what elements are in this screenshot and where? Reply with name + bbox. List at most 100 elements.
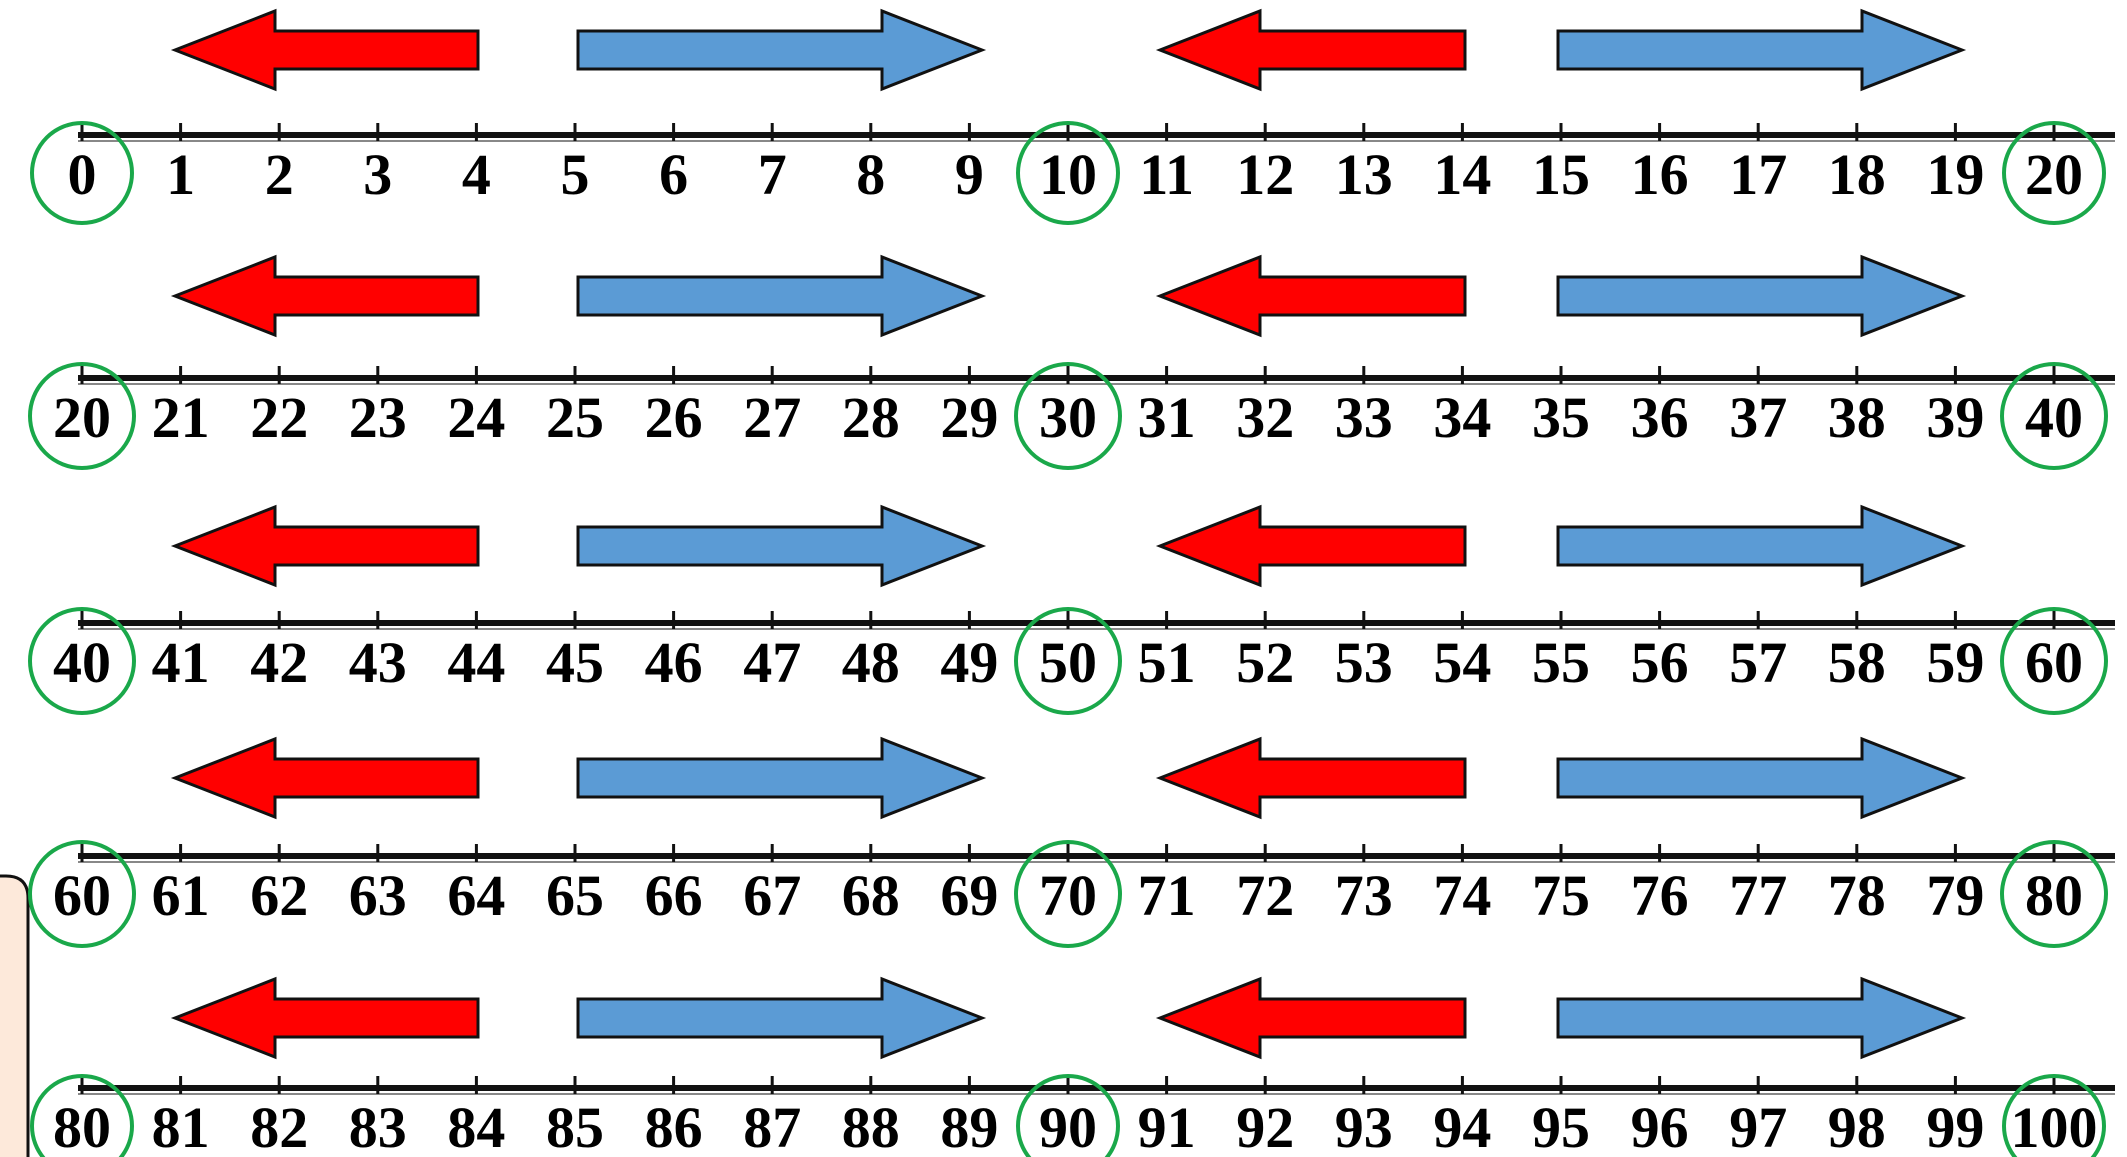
tick-label: 28 — [842, 385, 900, 450]
tick-label: 40 — [53, 630, 111, 695]
tick-label: 27 — [743, 385, 801, 450]
highlight-circle — [2002, 121, 2106, 225]
highlight-circle — [30, 121, 134, 225]
tick-label: 69 — [940, 863, 998, 928]
tick-label: 16 — [1631, 142, 1689, 207]
tick-label: 38 — [1828, 385, 1886, 450]
tick-label: 91 — [1138, 1095, 1196, 1157]
tick-label: 12 — [1236, 142, 1294, 207]
tick-label: 35 — [1532, 385, 1590, 450]
tick-label: 60 — [53, 863, 111, 928]
tick-label: 26 — [645, 385, 703, 450]
highlight-circle — [28, 840, 136, 948]
highlight-circle — [28, 362, 136, 470]
tick-label: 20 — [53, 385, 111, 450]
tick-label: 14 — [1433, 142, 1491, 207]
tick-label: 59 — [1926, 630, 1984, 695]
tick-label: 80 — [2025, 863, 2083, 928]
left-arrow — [1155, 504, 1467, 588]
tick-label: 44 — [447, 630, 505, 695]
highlight-circle — [2000, 607, 2108, 715]
tick-label: 32 — [1236, 385, 1294, 450]
tick-label: 1 — [166, 142, 195, 207]
tick-label: 60 — [2025, 630, 2083, 695]
tick-label: 21 — [152, 385, 210, 450]
tick-label: 34 — [1433, 385, 1491, 450]
tick-label: 70 — [1039, 863, 1097, 928]
tick-label: 87 — [743, 1095, 801, 1157]
right-arrow — [1556, 504, 1967, 588]
tick-label: 9 — [955, 142, 984, 207]
tick-label: 0 — [68, 142, 97, 207]
right-arrow — [576, 8, 987, 92]
tick-label: 61 — [152, 863, 210, 928]
tick-label: 46 — [645, 630, 703, 695]
tick-label: 95 — [1532, 1095, 1590, 1157]
right-arrow — [576, 504, 987, 588]
tick-label: 52 — [1236, 630, 1294, 695]
tick-label: 100 — [2011, 1095, 2098, 1157]
tick-label: 74 — [1433, 863, 1491, 928]
tick-label: 63 — [349, 863, 407, 928]
tick-label: 55 — [1532, 630, 1590, 695]
left-arrow — [170, 8, 480, 92]
right-arrow — [576, 254, 987, 338]
tick-label: 11 — [1139, 142, 1194, 207]
tick-label: 64 — [447, 863, 505, 928]
tick-label: 99 — [1926, 1095, 1984, 1157]
highlight-circle — [28, 607, 136, 715]
highlight-circle — [1014, 362, 1122, 470]
highlight-circle — [1014, 607, 1122, 715]
number-line-row: 80 81 82 83 84 85 86 87 88 89 90 91 92 93 94 95 96 97 98 99… — [30, 976, 2115, 1157]
tick-label: 2 — [265, 142, 294, 207]
tick-label: 31 — [1138, 385, 1196, 450]
highlight-circle — [30, 1074, 134, 1157]
tick-label: 24 — [447, 385, 505, 450]
tick-label: 73 — [1335, 863, 1393, 928]
tick-label: 85 — [546, 1095, 604, 1157]
highlight-circle — [2000, 840, 2108, 948]
highlight-circle — [2000, 362, 2108, 470]
tick-label: 37 — [1729, 385, 1787, 450]
tick-label: 58 — [1828, 630, 1886, 695]
highlight-circle — [1016, 121, 1120, 225]
left-arrow — [170, 254, 480, 338]
tick-label: 18 — [1828, 142, 1886, 207]
tick-label: 92 — [1236, 1095, 1294, 1157]
tick-label: 36 — [1631, 385, 1689, 450]
left-arrow — [170, 976, 480, 1060]
tick-label: 40 — [2025, 385, 2083, 450]
side-note-box — [0, 874, 30, 1157]
tick-label: 29 — [940, 385, 998, 450]
tick-label: 8 — [856, 142, 885, 207]
left-arrow — [170, 736, 480, 820]
tick-label: 25 — [546, 385, 604, 450]
number-line-row: 60 61 62 63 64 65 66 67 68 69 70 71 72 73 74 75 76 77 78 79… — [28, 736, 2115, 948]
right-arrow — [1556, 976, 1967, 1060]
tick-label: 41 — [152, 630, 210, 695]
tick-label: 86 — [645, 1095, 703, 1157]
tick-label: 80 — [53, 1095, 111, 1157]
tick-label: 79 — [1926, 863, 1984, 928]
tick-label: 48 — [842, 630, 900, 695]
left-arrow — [1155, 736, 1467, 820]
tick-label: 57 — [1729, 630, 1787, 695]
tick-label: 13 — [1335, 142, 1393, 207]
left-arrow — [1155, 976, 1467, 1060]
tick-label: 33 — [1335, 385, 1393, 450]
tick-label: 17 — [1729, 142, 1787, 207]
right-arrow — [576, 976, 987, 1060]
tick-label: 50 — [1039, 630, 1097, 695]
tick-label: 45 — [546, 630, 604, 695]
highlight-circle — [1016, 1074, 1120, 1157]
tick-label: 42 — [250, 630, 308, 695]
tick-label: 90 — [1039, 1095, 1097, 1157]
highlight-circle — [1014, 840, 1122, 948]
tick-label: 30 — [1039, 385, 1097, 450]
tick-label: 75 — [1532, 863, 1590, 928]
tick-label: 65 — [546, 863, 604, 928]
left-arrow — [170, 504, 480, 588]
right-arrow — [1556, 254, 1967, 338]
